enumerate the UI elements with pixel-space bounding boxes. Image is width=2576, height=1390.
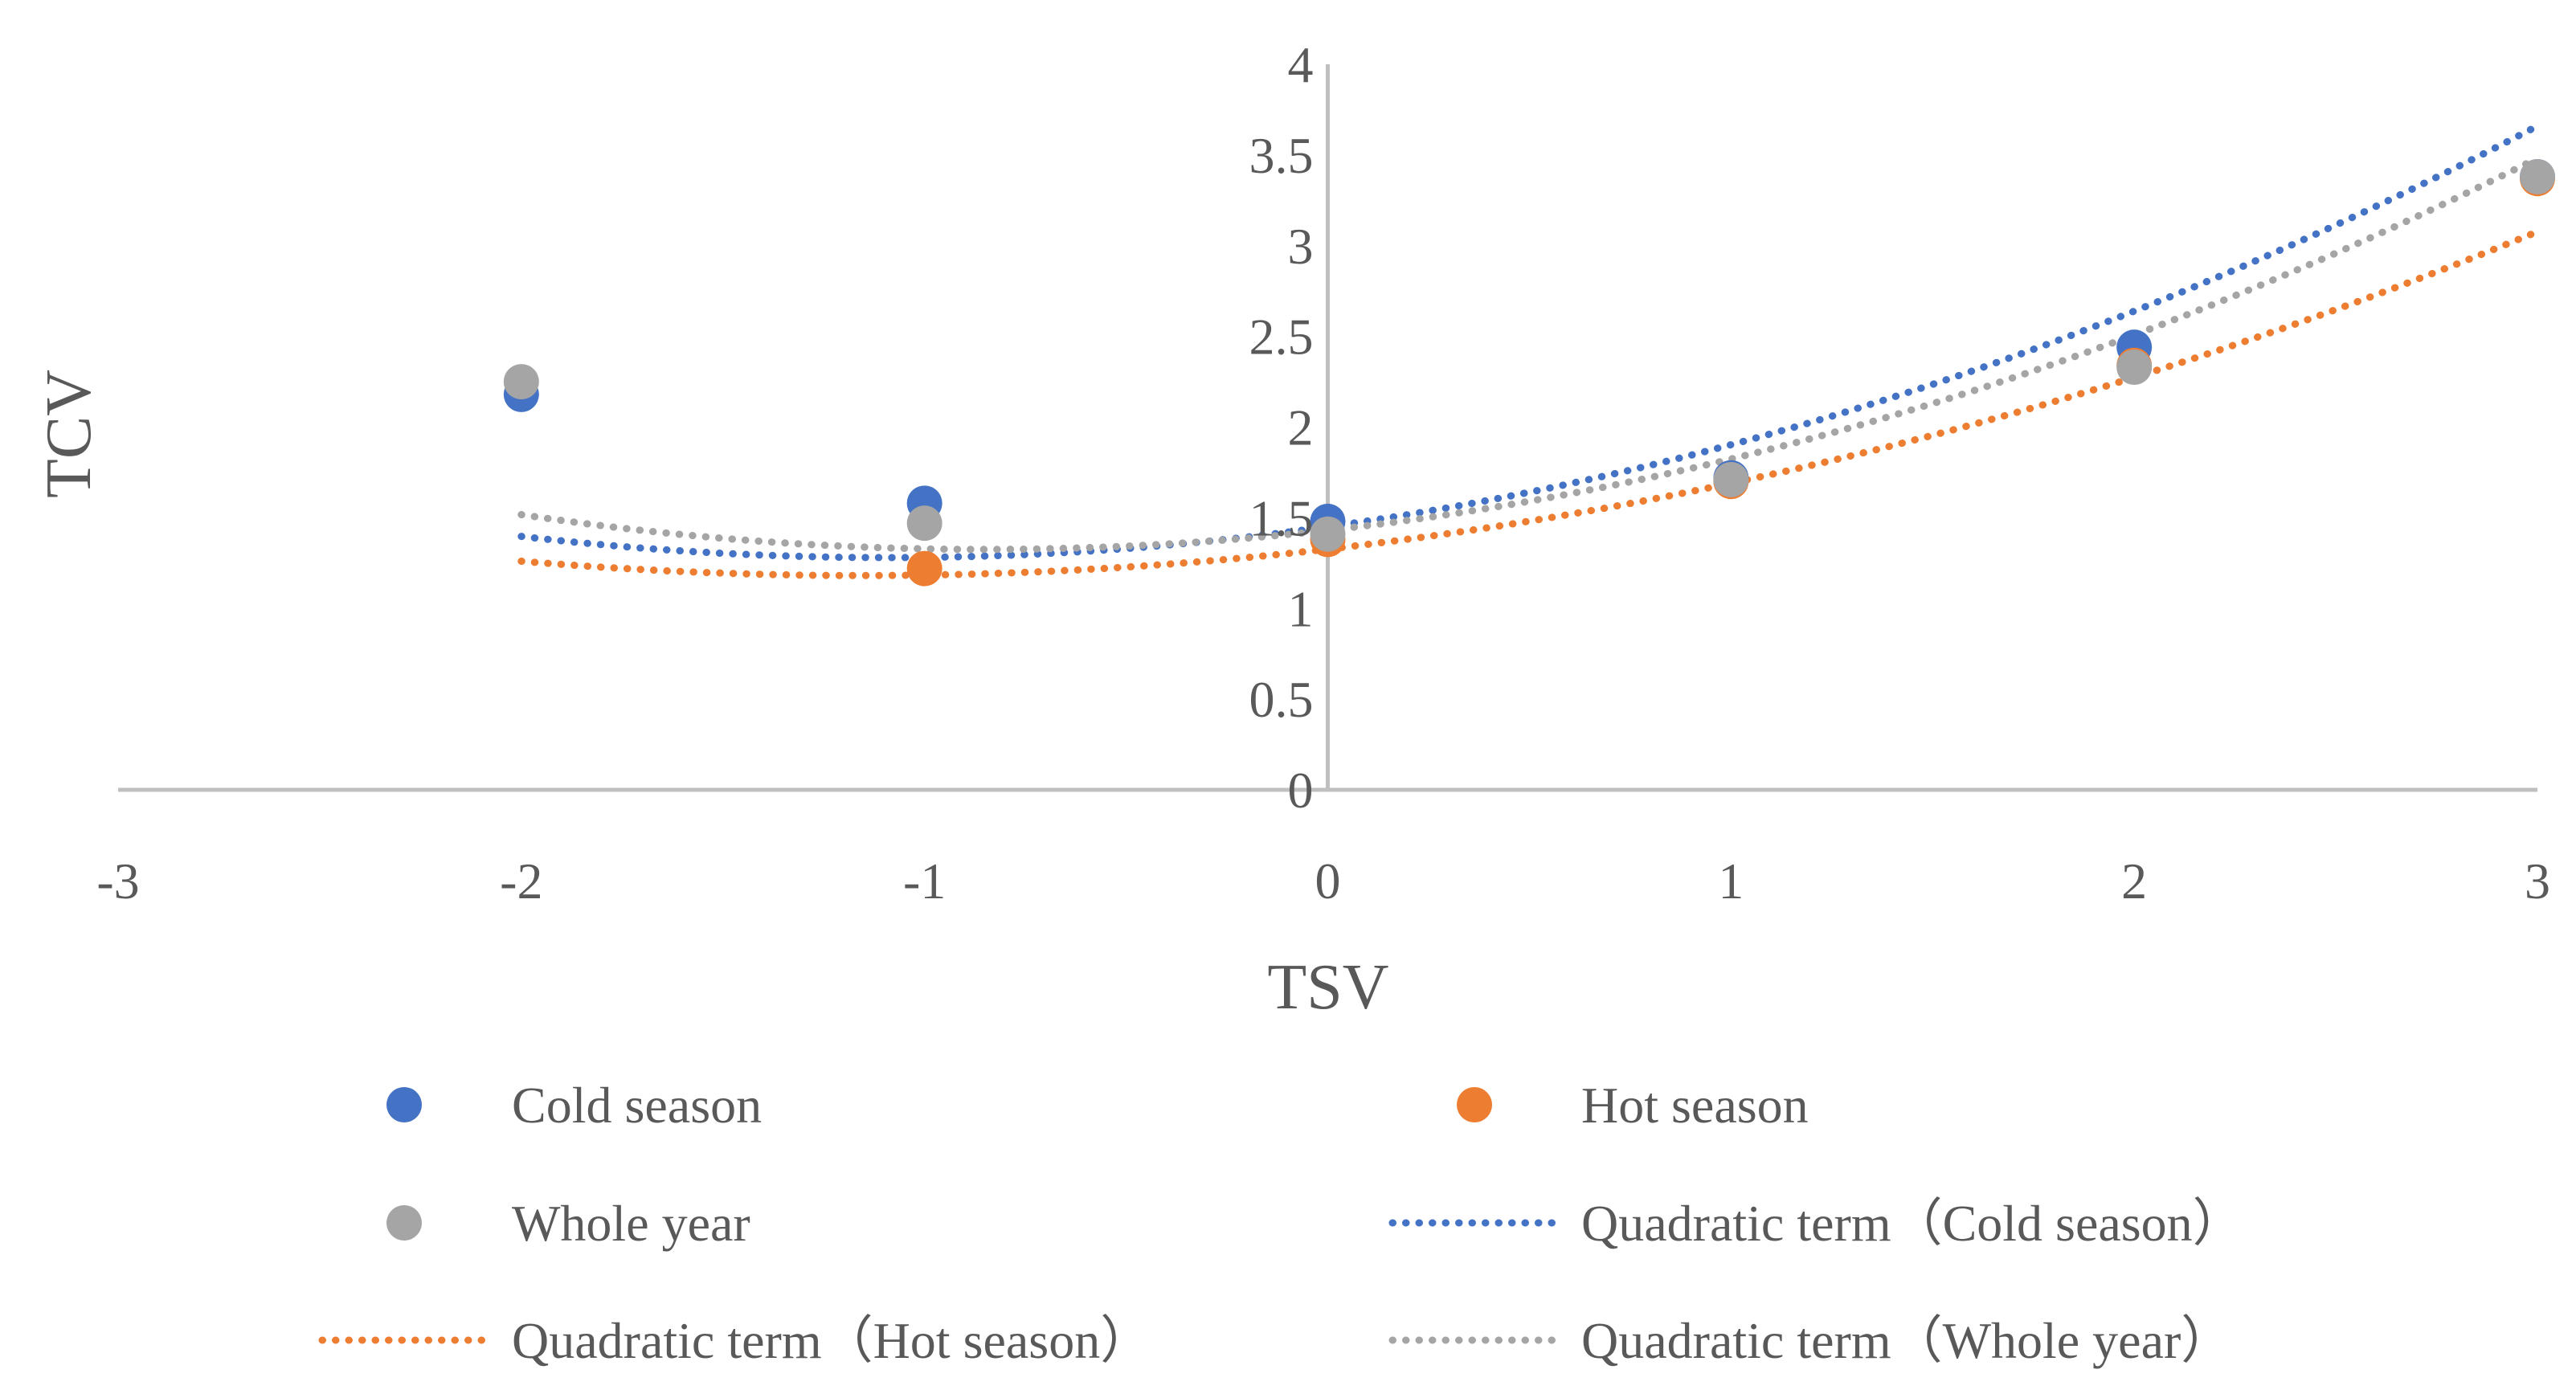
- x-tick-label: -1: [903, 852, 946, 910]
- legend-marker: [1457, 1087, 1492, 1122]
- x-tick-label: 0: [1315, 852, 1341, 910]
- y-tick-label: 2.5: [1249, 309, 1314, 366]
- data-point: [1310, 516, 1346, 552]
- x-tick-label: 2: [2121, 852, 2147, 910]
- data-point: [906, 550, 942, 587]
- y-tick-label: 0.5: [1249, 671, 1314, 728]
- trendline: [517, 227, 2541, 579]
- legend-label: Quadratic term（Cold season）: [1581, 1195, 2244, 1252]
- trendlines-layer: [517, 122, 2541, 579]
- x-axis-title: TSV: [1267, 952, 1388, 1023]
- legend-label: Hot season: [1581, 1077, 1809, 1134]
- x-tick-label: 3: [2525, 852, 2550, 910]
- data-point: [503, 364, 539, 400]
- legend-label: Whole year: [512, 1195, 750, 1252]
- y-tick-label: 2: [1288, 399, 1314, 456]
- legend-label: Quadratic term（Whole year）: [1581, 1312, 2232, 1369]
- axes-layer: [118, 64, 2537, 792]
- data-point: [1713, 461, 1749, 497]
- trendline: [517, 154, 2541, 554]
- x-tick-label: -2: [500, 852, 542, 910]
- legend-label: Quadratic term（Hot season）: [512, 1312, 1151, 1369]
- data-point: [2116, 350, 2153, 386]
- data-point: [906, 505, 942, 542]
- y-axis-title: TCV: [34, 370, 104, 498]
- x-tick-label: 1: [1718, 852, 1744, 910]
- y-tick-label: 1: [1288, 580, 1314, 637]
- data-point: [2520, 158, 2555, 194]
- legend-marker: [386, 1087, 422, 1122]
- tick-labels-layer: -3 -2 -1 0 1 2 3 0 0.5 1 1.5 2 2.5 3 3.5 4: [96, 36, 2550, 910]
- legend-marker: [386, 1205, 422, 1241]
- y-tick-label: 4: [1288, 36, 1314, 93]
- y-tick-label: 1.5: [1249, 489, 1314, 546]
- y-tick-label: 3: [1288, 218, 1314, 275]
- legend: Cold season Hot season Whole year Quadratic…: [318, 1077, 2244, 1369]
- y-tick-label: 3.5: [1249, 127, 1314, 184]
- points-layer: [503, 158, 2555, 587]
- legend-label: Cold season: [512, 1077, 762, 1134]
- x-tick-label: -3: [96, 852, 139, 910]
- y-tick-label: 0: [1288, 762, 1314, 819]
- trendline: [517, 122, 2541, 562]
